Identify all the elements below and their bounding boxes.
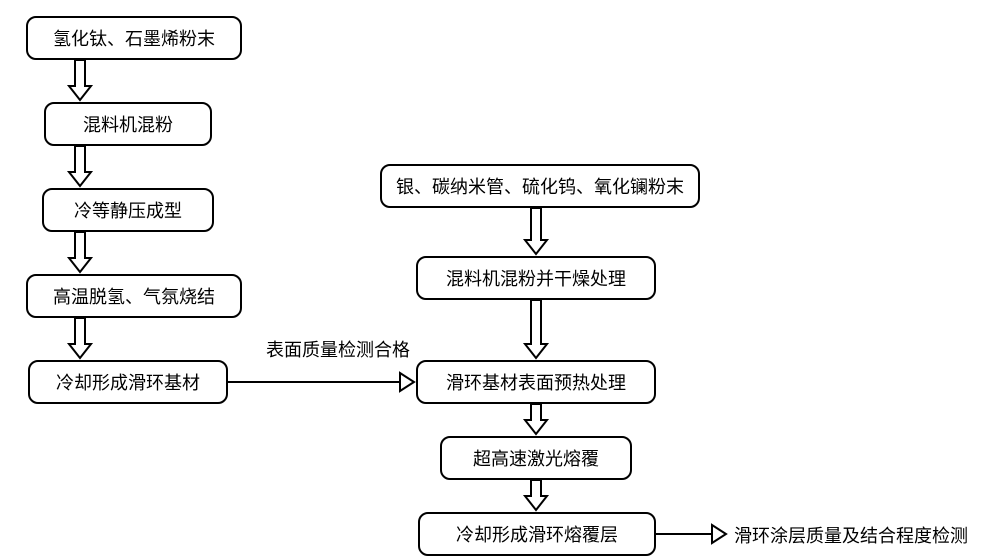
arrows-layer xyxy=(0,0,1000,560)
